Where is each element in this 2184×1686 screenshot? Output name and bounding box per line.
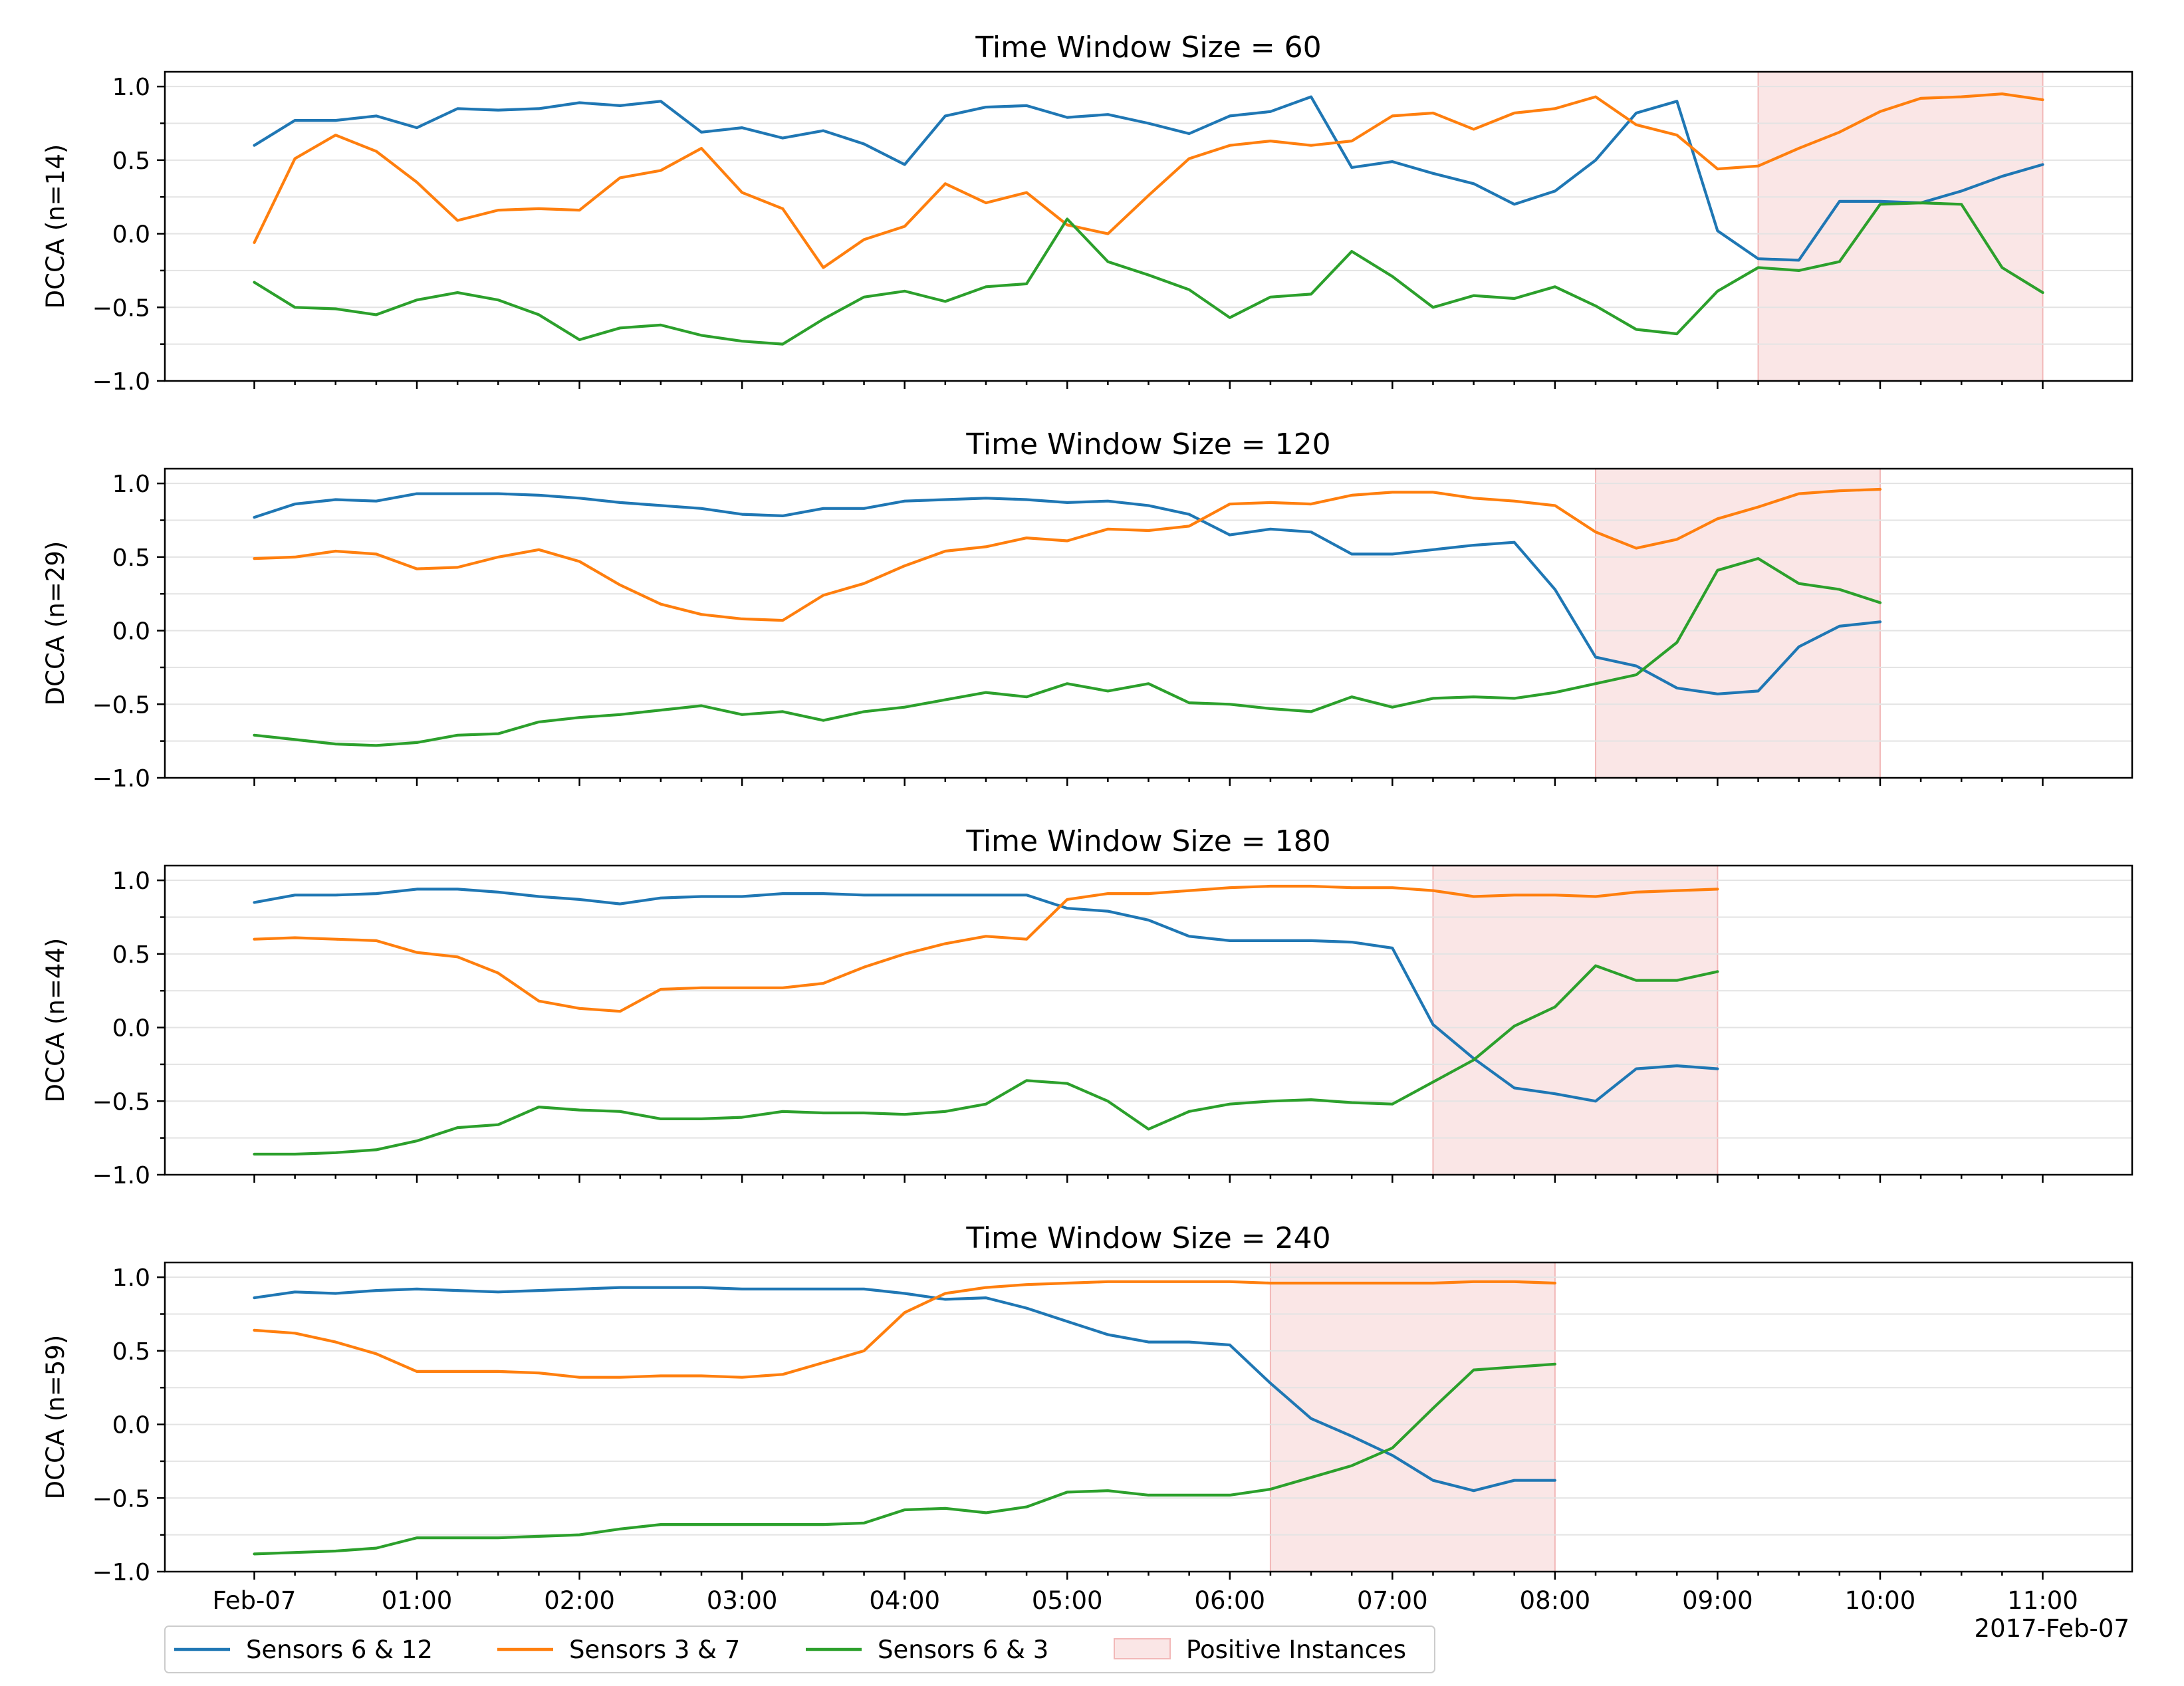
series-line-2 (253, 1280, 1556, 1379)
y-tick-label: −0.5 (92, 691, 150, 719)
x-axis-offset-label: 2017-Feb-07 (1975, 1614, 2129, 1643)
y-tick-label: 0.0 (112, 1412, 150, 1439)
y-tick-label: 0.5 (112, 1338, 150, 1366)
legend-label: Positive Instances (1186, 1635, 1406, 1664)
x-tick-label: 07:00 (1357, 1586, 1428, 1615)
positive-instances-span (1595, 468, 1881, 779)
y-tick-label: 1.0 (112, 1264, 150, 1292)
y-tick-label: 0.5 (112, 544, 150, 572)
x-tick-label: 01:00 (382, 1586, 453, 1615)
series-line-2 (253, 487, 1882, 622)
subplot-4: 1.0 0.5 0.0 −0.5 −1.0 Time Window Size = 240 D… (41, 1221, 2133, 1586)
y-axis-label: DCCA (n=44) (41, 938, 70, 1103)
x-tick-label: 03:00 (707, 1586, 778, 1615)
x-tick-label: Feb-07 (213, 1586, 297, 1615)
legend-label: Sensors 6 & 3 (878, 1635, 1048, 1664)
positive-instances-span (1757, 71, 2044, 382)
subplot-title: Time Window Size = 180 (965, 824, 1330, 858)
x-tick-label: 11:00 (2007, 1586, 2078, 1615)
x-axis-tick-labels: Feb-07 01:00 02:00 03:00 04:00 05:00 06:00 07:0… (213, 1586, 2078, 1615)
y-tick-label: −0.5 (92, 1485, 150, 1512)
y-tick-label: 1.0 (112, 868, 150, 895)
y-tick-label: 1.0 (112, 74, 150, 101)
legend-frame (164, 1626, 1435, 1673)
subplot-title: Time Window Size = 120 (965, 427, 1330, 461)
y-tick-label: −1.0 (92, 765, 150, 792)
x-tick-label: 05:00 (1032, 1586, 1103, 1615)
series-line-1 (253, 492, 1882, 695)
subplot-title: Time Window Size = 60 (975, 31, 1321, 64)
subplot-title: Time Window Size = 240 (965, 1221, 1330, 1255)
y-tick-label: 1.0 (112, 471, 150, 498)
positive-instances-span (1269, 1262, 1556, 1572)
x-tick-label: 10:00 (1845, 1586, 1916, 1615)
series-line-2 (253, 884, 1719, 1013)
x-tick-label: 08:00 (1520, 1586, 1591, 1615)
x-tick-label: 02:00 (544, 1586, 615, 1615)
subplots: 1.0 0.5 0.0 −0.5 −1.0 Time Window Size = 60 DC… (41, 31, 2133, 1586)
y-tick-label: −1.0 (92, 1162, 150, 1189)
legend-label: Sensors 3 & 7 (569, 1635, 740, 1664)
x-tick-label: 09:00 (1682, 1586, 1753, 1615)
subplot-1: 1.0 0.5 0.0 −0.5 −1.0 Time Window Size = 60 DC… (41, 31, 2133, 396)
x-tick-label: 06:00 (1194, 1586, 1265, 1615)
y-axis-label: DCCA (n=59) (41, 1335, 70, 1500)
series-line-3 (253, 1362, 1556, 1556)
y-tick-label: 0.0 (112, 618, 150, 646)
y-axis-label: DCCA (n=14) (41, 144, 70, 309)
series-line-1 (253, 95, 2044, 262)
y-tick-label: 0.0 (112, 221, 150, 249)
x-tick-label: 04:00 (869, 1586, 940, 1615)
y-tick-label: 0.5 (112, 941, 150, 969)
y-tick-label: 0.5 (112, 148, 150, 175)
legend-swatch-patch (1114, 1638, 1171, 1659)
y-tick-label: −0.5 (92, 1088, 150, 1116)
series-line-3 (253, 964, 1719, 1156)
series-line-3 (253, 201, 2044, 346)
y-tick-label: 0.0 (112, 1015, 150, 1042)
legend: Sensors 6 & 12 Sensors 3 & 7 Sensors 6 & 3… (164, 1626, 1435, 1673)
y-tick-label: −1.0 (92, 1559, 150, 1586)
subplot-2: 1.0 0.5 0.0 −0.5 −1.0 Time Window Size = 120 D… (41, 427, 2133, 792)
y-tick-label: −0.5 (92, 295, 150, 322)
y-axis-label: DCCA (n=29) (41, 541, 70, 706)
series-line-2 (253, 92, 2044, 269)
series-line-1 (253, 1286, 1556, 1493)
y-tick-label: −1.0 (92, 368, 150, 396)
series-line-3 (253, 556, 1882, 747)
subplot-3: 1.0 0.5 0.0 −0.5 −1.0 Time Window Size = 180 D… (41, 824, 2133, 1189)
positive-instances-span (1432, 865, 1719, 1175)
legend-label: Sensors 6 & 12 (246, 1635, 433, 1664)
